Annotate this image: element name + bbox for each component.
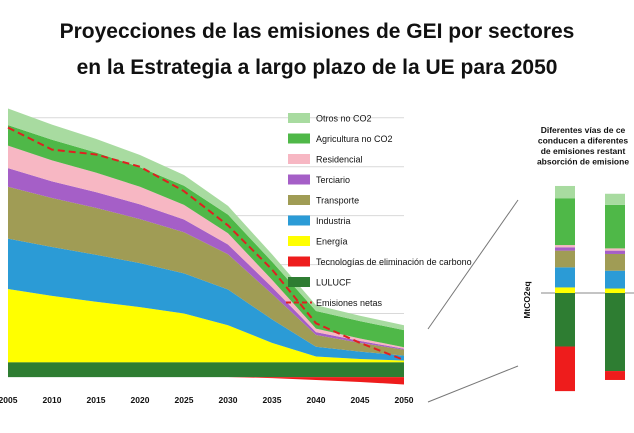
side-bar-segment-industria [555, 267, 575, 288]
side-bar-segment-lulucf [605, 293, 625, 372]
legend-swatch [288, 133, 310, 144]
side-panel-title-line: de emisiones restant [541, 146, 626, 156]
legend-item-terciario: Terciario [288, 174, 350, 185]
side-bar-segment-agricultura [605, 204, 625, 249]
area-residencial [8, 145, 404, 349]
area-tecnologias [8, 377, 404, 385]
side-bar-segment-otros [605, 193, 625, 205]
legend-item-tecnologias: Tecnologías de eliminación de carbono [288, 256, 472, 267]
x-tick-label: 2035 [263, 395, 282, 405]
side-bar-segment-lulucf [555, 293, 575, 347]
x-tick-label: 2040 [307, 395, 326, 405]
legend-swatch [288, 154, 310, 164]
x-tick-label: 2045 [351, 395, 370, 405]
legend-label: Industria [316, 216, 351, 226]
legend-swatch [288, 236, 310, 246]
side-bar-segment-tecnologias [555, 346, 575, 392]
legend-label: Residencial [316, 155, 363, 165]
side-bar-segment-tecnologias [605, 371, 625, 380]
side-bar-segment-otros [555, 185, 575, 199]
side-bar-segment-transporte [555, 250, 575, 268]
connector-lines [427, 199, 519, 403]
legend: Otros no CO2 Agricultura no CO2 Residencia… [286, 113, 472, 308]
legend-item-net: Emisiones netas [286, 298, 383, 308]
legend-item-industria: Industria [288, 215, 351, 226]
side-bar-segment-energia [605, 288, 625, 293]
legend-label: Terciario [316, 175, 350, 185]
side-bar-segment-residencial [605, 248, 625, 251]
side-bar-1 [555, 185, 575, 392]
legend-swatch [288, 174, 310, 185]
side-bar-segment-agricultura [555, 198, 575, 246]
legend-swatch [288, 277, 310, 287]
legend-label: Otros no CO2 [316, 114, 372, 124]
x-tick-label: 2010 [43, 395, 62, 405]
legend-swatch [288, 256, 310, 267]
area-otros [8, 108, 404, 331]
net-emissions-line [7, 126, 405, 361]
area-transporte [8, 186, 404, 356]
legend-item-otros: Otros no CO2 [288, 113, 372, 124]
legend-label: Tecnologías de eliminación de carbono [316, 257, 472, 267]
legend-item-lulucf: LULUCF [288, 277, 352, 288]
x-tick-label: 2005 [0, 395, 18, 405]
x-tick-label: 2025 [175, 395, 194, 405]
area-industria [8, 238, 404, 361]
x-tick-label: 2050 [395, 395, 414, 405]
side-bar-segment-terciario [605, 250, 625, 254]
x-tick-label: 2020 [131, 395, 150, 405]
side-panel-title-line: absorción de emisione [537, 157, 629, 167]
legend-label: Transporte [316, 196, 359, 206]
legend-item-transporte: Transporte [288, 195, 359, 206]
side-bar-segment-transporte [605, 253, 625, 271]
side-bar-2 [605, 193, 625, 380]
side-bar-segment-residencial [555, 245, 575, 248]
side-panel-title-line: conducen a diferentes [538, 136, 628, 146]
side-bar-segment-energia [555, 287, 575, 293]
x-tick-label: 2015 [87, 395, 106, 405]
side-panel-title-line: Diferentes vías de ce [541, 125, 626, 135]
side-panel-ylabel: MtCO2eq [522, 281, 532, 318]
area-energia [8, 289, 404, 363]
legend-label: Agricultura no CO2 [316, 134, 393, 144]
legend-item-residencial: Residencial [288, 154, 363, 165]
legend-label: Energía [316, 237, 348, 247]
connector-line [427, 365, 519, 403]
area-terciario [8, 168, 404, 350]
chart-title-line-2: en la Estrategia a largo plazo de la UE … [76, 56, 558, 79]
legend-swatch [288, 113, 310, 123]
net-emissions-line-group [7, 126, 405, 361]
chart-title-line-1: Proyecciones de las emisiones de GEI por… [59, 20, 575, 43]
side-bar-segment-industria [605, 270, 625, 289]
x-axis-ticks: 2005 2010 2015 2020 2025 2030 2035 2040 2045 2050 [0, 395, 414, 405]
area-lulucf [8, 362, 404, 378]
connector-line [427, 199, 519, 330]
x-tick-label: 2030 [219, 395, 238, 405]
legend-swatch [288, 215, 310, 226]
legend-swatch [288, 195, 310, 205]
legend-label: LULUCF [316, 278, 352, 288]
side-bar-segment-terciario [555, 247, 575, 251]
legend-item-energia: Energía [288, 236, 348, 247]
legend-item-agricultura: Agricultura no CO2 [288, 133, 393, 144]
legend-label: Emisiones netas [316, 298, 383, 308]
